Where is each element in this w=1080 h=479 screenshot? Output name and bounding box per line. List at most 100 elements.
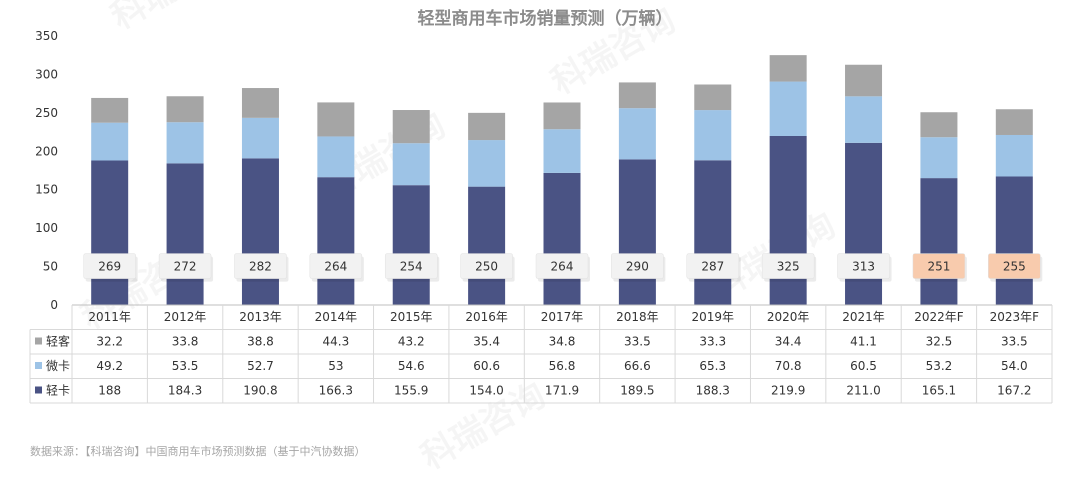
table-cell: 171.9: [545, 384, 579, 398]
table-cell: 53.5: [172, 359, 199, 373]
total-label: 313: [852, 260, 875, 274]
bar-segment-轻卡: [91, 160, 129, 305]
bar-segment-轻客: [317, 102, 355, 137]
x-tick-label: 2023年F: [990, 310, 1040, 324]
watermark-text: 科瑞咨询: [105, 0, 243, 38]
x-tick-label: 2019年: [691, 310, 734, 324]
chart-title: 轻型商用车市场销量预测（万辆）: [418, 8, 673, 29]
legend-swatch: [35, 337, 42, 345]
x-tick-label: 2015年: [390, 310, 433, 324]
table-cell: 43.2: [398, 335, 425, 349]
bar-segment-微卡: [618, 108, 656, 160]
total-label: 287: [701, 260, 724, 274]
y-tick-label: 150: [35, 183, 58, 197]
x-tick-label: 2014年: [315, 310, 358, 324]
total-label: 290: [626, 260, 649, 274]
table-cell: 33.5: [624, 335, 651, 349]
table-cell: 184.3: [168, 384, 202, 398]
table-cell: 41.1: [850, 335, 877, 349]
total-label-box: [837, 253, 890, 279]
legend-swatch: [35, 362, 42, 369]
bar-segment-轻卡: [392, 185, 430, 305]
bar-segment-轻客: [618, 82, 656, 109]
table-cell: 60.5: [850, 359, 877, 373]
bars: [91, 55, 1033, 305]
table-cell: 66.6: [624, 359, 651, 373]
x-tick-label: 2020年: [767, 310, 810, 324]
total-label: 254: [400, 260, 423, 274]
bar-segment-轻卡: [317, 177, 355, 305]
bar-segment-轻卡: [995, 176, 1033, 305]
total-label-box: [535, 253, 589, 279]
total-label-box: [611, 253, 664, 279]
legend-swatch: [35, 386, 42, 394]
table-cell: 167.2: [997, 384, 1031, 398]
total-label: 264: [551, 260, 574, 274]
table-cell: 35.4: [473, 335, 500, 349]
bar-segment-微卡: [845, 96, 883, 143]
y-tick-label: 300: [35, 67, 58, 81]
bar-segment-轻客: [392, 110, 430, 144]
table-cell: 154.0: [469, 384, 503, 398]
table-cell: 70.8: [775, 359, 802, 373]
total-label-box: [460, 253, 513, 279]
bar-segment-轻客: [845, 64, 883, 97]
total-label-box: [309, 253, 363, 279]
total-label-box: [384, 253, 438, 279]
table-cell: 188.3: [696, 384, 730, 398]
y-tick-label: 100: [35, 221, 58, 235]
total-label: 264: [324, 260, 347, 274]
total-label-box: [912, 253, 966, 279]
total-label: 282: [249, 260, 272, 274]
table-cell: 189.5: [620, 384, 654, 398]
table-cell: 56.8: [549, 359, 576, 373]
bar-segment-轻客: [91, 97, 129, 123]
total-label-box: [234, 253, 287, 279]
bar-segment-轻卡: [920, 178, 958, 305]
table-cell: 33.5: [1001, 335, 1028, 349]
total-label-box: [686, 253, 740, 279]
table-cell: 166.3: [319, 384, 353, 398]
table-cell: 53.2: [926, 359, 953, 373]
bar-segment-轻客: [995, 109, 1033, 135]
table-cell: 53: [328, 359, 343, 373]
table-cell: 188: [98, 384, 121, 398]
table-cell: 165.1: [922, 384, 956, 398]
table-cell: 34.8: [549, 335, 576, 349]
x-tick-label: 2021年: [842, 310, 885, 324]
bar-segment-微卡: [543, 129, 581, 173]
table-cell: 38.8: [247, 335, 274, 349]
x-tick-label: 2012年: [164, 310, 207, 324]
bar-segment-微卡: [468, 140, 506, 187]
table-cell: 155.9: [394, 384, 428, 398]
y-tick-label: 250: [35, 106, 58, 120]
table-cell: 219.9: [771, 384, 805, 398]
total-label: 325: [777, 260, 800, 274]
bar-segment-微卡: [241, 117, 279, 159]
table-cell: 54.0: [1001, 359, 1028, 373]
x-tick-label: 2017年: [541, 310, 584, 324]
table-cell: 60.6: [473, 359, 500, 373]
y-tick-label: 50: [43, 260, 58, 274]
bar-segment-轻客: [920, 112, 958, 138]
total-label: 272: [174, 260, 197, 274]
y-tick-label: 350: [35, 29, 58, 43]
bar-segment-轻客: [166, 96, 204, 123]
total-label-box: [761, 253, 815, 279]
table-cell: 49.2: [96, 359, 123, 373]
table-cell: 52.7: [247, 359, 274, 373]
total-label: 255: [1003, 260, 1026, 274]
legend-label: 轻卡: [46, 384, 70, 398]
total-label: 269: [98, 260, 121, 274]
total-label: 250: [475, 260, 498, 274]
table-cell: 54.6: [398, 359, 425, 373]
table-cell: 211.0: [846, 384, 880, 398]
total-labels: 269 272 282 264 254 250 264 290 287 325 313 251 255: [83, 253, 1043, 282]
legend-label: 微卡: [46, 359, 70, 373]
x-tick-label: 2018年: [616, 310, 659, 324]
bar-segment-轻卡: [694, 160, 732, 305]
y-tick-label: 0: [50, 298, 58, 312]
y-axis: 0 50 100 150 200 250 300 350: [35, 29, 58, 312]
table-cell: 33.3: [699, 335, 726, 349]
